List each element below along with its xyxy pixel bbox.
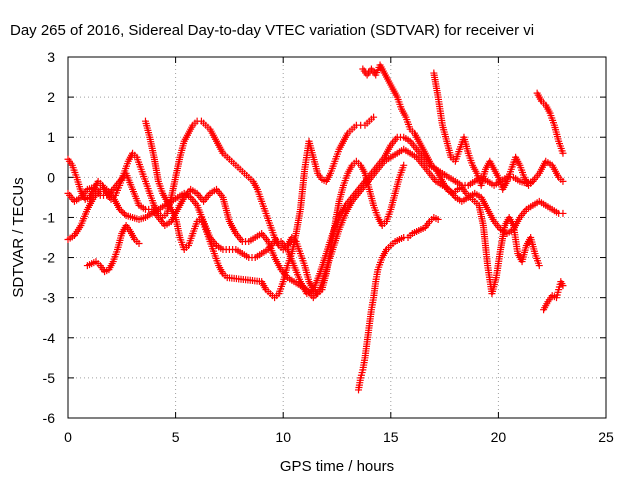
- y-axis-title: SDTVAR / TECUs: [10, 177, 27, 297]
- data-point: [119, 208, 127, 216]
- y-tick-label: -5: [43, 370, 56, 386]
- data-point: [400, 161, 408, 169]
- y-tick-label: -6: [43, 410, 56, 426]
- y-tick-label: -1: [43, 209, 56, 225]
- data-point: [559, 177, 567, 185]
- series-3: [64, 145, 567, 302]
- data-point: [104, 190, 112, 198]
- data-point: [434, 215, 442, 223]
- series-5: [355, 213, 442, 394]
- x-axis-title: GPS time / hours: [280, 458, 394, 475]
- x-tick-label: 20: [491, 429, 507, 445]
- x-tick-label: 0: [64, 429, 72, 445]
- x-tick-label: 15: [383, 429, 399, 445]
- data-point: [103, 191, 111, 199]
- series-6: [359, 61, 543, 298]
- y-tick-label: -3: [43, 290, 56, 306]
- data-point: [116, 205, 124, 213]
- series-7: [430, 69, 567, 193]
- axis-ticks: [67, 56, 607, 419]
- y-tick-label: 0: [47, 169, 55, 185]
- data-point: [108, 187, 116, 195]
- data-point: [117, 207, 125, 215]
- chart-title: Day 265 of 2016, Sidereal Day-to-day VTE…: [10, 22, 534, 39]
- data-point: [106, 188, 114, 196]
- y-tick-label: 1: [47, 129, 55, 145]
- y-axis-tick-labels: 3 2 1 0 -1 -2 -3 -4 -5 -6: [43, 49, 56, 426]
- data-point: [535, 262, 543, 270]
- data-point: [120, 210, 128, 218]
- data-point: [559, 282, 567, 290]
- data-point: [559, 149, 567, 157]
- series-8: [540, 278, 567, 314]
- data-point: [529, 177, 537, 185]
- data-point: [559, 209, 567, 217]
- x-tick-label: 25: [598, 429, 614, 445]
- data-point: [370, 113, 378, 121]
- x-axis-tick-labels: 0 5 10 15 20 25: [64, 429, 614, 445]
- y-tick-label: 3: [47, 49, 55, 65]
- y-tick-label: -4: [43, 330, 56, 346]
- x-tick-label: 5: [172, 429, 180, 445]
- y-tick-label: -2: [43, 250, 56, 266]
- y-tick-label: 2: [47, 89, 55, 105]
- data-points: [64, 61, 567, 394]
- series-4: [83, 113, 378, 302]
- x-tick-label: 10: [275, 429, 291, 445]
- data-point: [135, 240, 143, 248]
